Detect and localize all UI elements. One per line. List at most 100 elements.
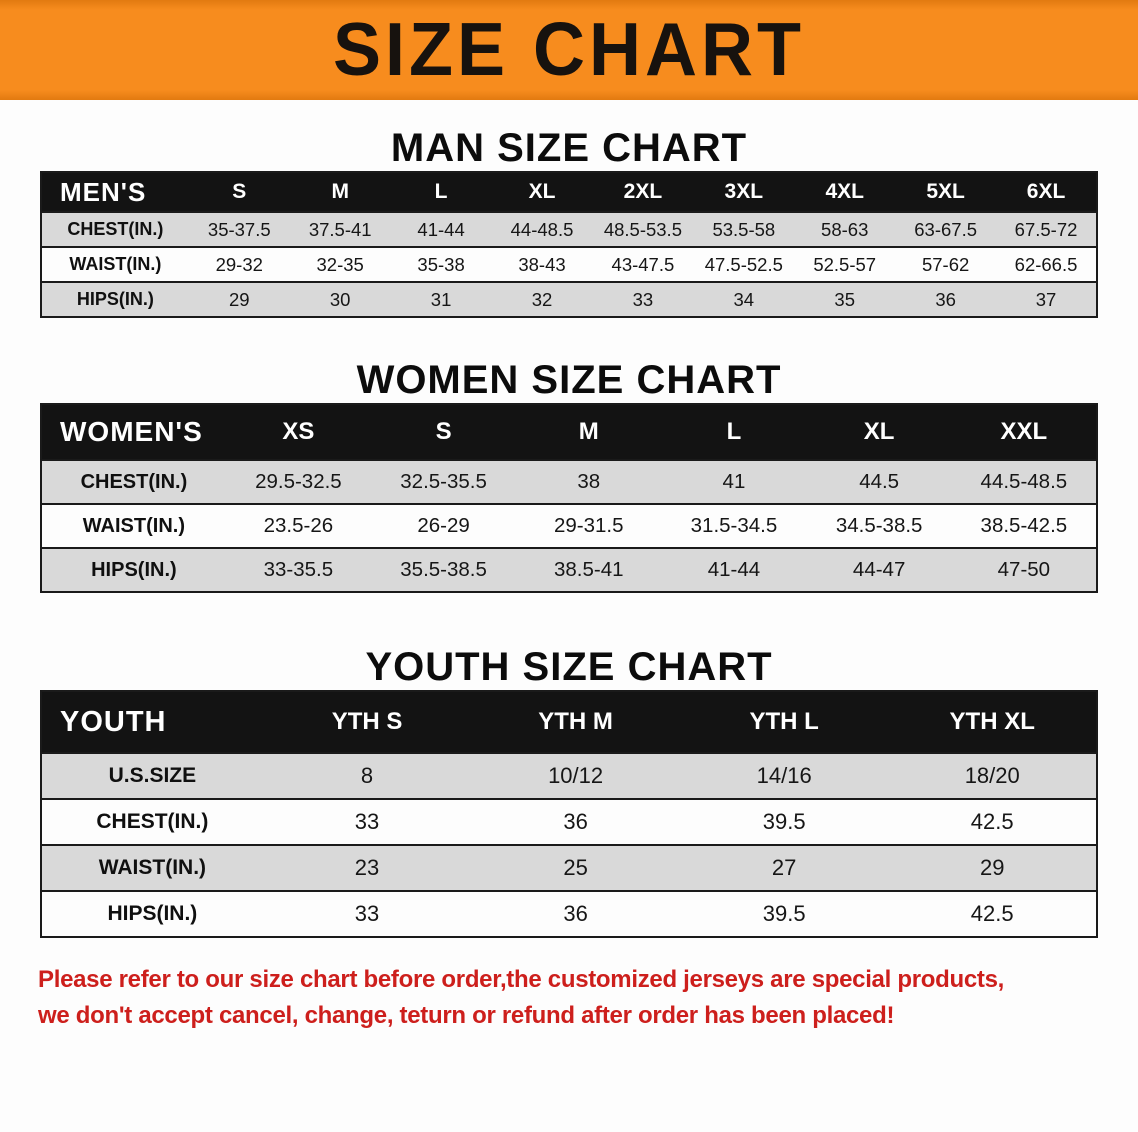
- column-header: 3XL: [693, 172, 795, 212]
- table-cell: 38.5-41: [554, 558, 624, 581]
- column-header: YTH XL: [888, 691, 1097, 753]
- table-cell: 36: [935, 288, 956, 310]
- men-size-table: MEN'S S M L XL 2XL 3XL 4XL 5XL 6XL CHEST(IN.) 35-3…: [40, 171, 1098, 318]
- table-row: WAIST(IN.) 29-32 32-35 35-38 38-43 43-47.5 47.…: [41, 247, 1097, 282]
- table-cell: 36: [563, 809, 588, 834]
- column-header: L: [661, 404, 807, 460]
- women-size-section: WOMEN SIZE CHART WOMEN'S XS S M L XL XXL CHEST…: [0, 358, 1138, 593]
- table-cell: 38.5-42.5: [980, 514, 1068, 537]
- table-cell: 44-48.5: [510, 218, 574, 240]
- table-cell: 32-35: [316, 253, 364, 275]
- table-cell: 35: [834, 288, 855, 310]
- table-cell: 27: [771, 855, 797, 880]
- table-cell: 25: [563, 855, 588, 880]
- table-cell: 29-32: [215, 253, 263, 275]
- table-cell: 42.5: [970, 901, 1014, 926]
- column-header: XL: [491, 172, 593, 212]
- table-cell: 37: [1035, 288, 1057, 310]
- row-label: WAIST(IN.): [82, 514, 185, 537]
- title-banner: SIZE CHART: [0, 0, 1138, 100]
- row-label: CHEST(IN.): [80, 470, 188, 493]
- table-cell: 62-66.5: [1014, 253, 1078, 275]
- table-title-cell: YOUTH: [41, 691, 263, 753]
- row-label: HIPS(IN.): [107, 902, 198, 925]
- column-header: S: [370, 404, 517, 460]
- table-cell: 23: [354, 855, 380, 880]
- table-row: HIPS(IN.) 29 30 31 32 33 34 35 36 37: [41, 282, 1097, 317]
- column-header: YTH S: [262, 691, 472, 753]
- column-header: YTH M: [471, 691, 680, 753]
- table-cell: 33-35.5: [263, 558, 334, 581]
- header-row: YOUTH YTH S YTH M YTH L YTH XL: [41, 691, 1097, 753]
- row-label: HIPS(IN.): [76, 289, 154, 309]
- table-cell: 33: [354, 809, 380, 834]
- table-cell: 32: [531, 288, 553, 310]
- disclaimer-line-1: Please refer to our size chart before or…: [38, 966, 1004, 993]
- men-size-section: MAN SIZE CHART MEN'S S M L XL 2XL 3XL 4XL 5XL 6XL…: [0, 126, 1138, 318]
- row-label: WAIST(IN.): [69, 254, 162, 274]
- youth-size-section: YOUTH SIZE CHART YOUTH YTH S YTH M YTH L YTH…: [0, 645, 1138, 938]
- table-cell: 31: [430, 288, 452, 310]
- table-cell: 30: [329, 288, 351, 310]
- table-cell: 31.5-34.5: [690, 514, 778, 537]
- table-cell: 42.5: [970, 809, 1014, 834]
- column-header: XS: [225, 404, 371, 460]
- table-cell: 29-31.5: [554, 514, 624, 537]
- row-label: U.S.SIZE: [108, 764, 197, 787]
- table-cell: 41: [722, 470, 746, 493]
- women-section-heading: WOMEN SIZE CHART: [356, 358, 782, 402]
- column-header: XL: [806, 404, 952, 460]
- table-cell: 38: [577, 470, 601, 493]
- row-label: CHEST(IN.): [96, 810, 209, 833]
- women-size-table: WOMEN'S XS S M L XL XXL CHEST(IN.) 29.5-32.5 32.…: [40, 403, 1098, 593]
- disclaimer-line-2: we don't accept cancel, change, teturn o…: [38, 1002, 895, 1029]
- column-header: S: [188, 172, 290, 212]
- table-cell: 18/20: [964, 763, 1020, 788]
- column-header: M: [289, 172, 391, 212]
- table-cell: 32.5-35.5: [400, 470, 487, 493]
- table-title-cell: MEN'S: [41, 172, 189, 212]
- table-row: WAIST(IN.) 23 25 27 29: [41, 845, 1097, 891]
- table-cell: 34.5-38.5: [835, 514, 923, 537]
- column-header: M: [516, 404, 662, 460]
- table-cell: 36: [563, 901, 588, 926]
- table-row: WAIST(IN.) 23.5-26 26-29 29-31.5 31.5-34.5 34…: [41, 504, 1097, 548]
- men-section-heading: MAN SIZE CHART: [390, 126, 748, 170]
- table-cell: 44-47: [852, 558, 906, 581]
- table-cell: 29: [228, 288, 250, 310]
- table-cell: 39.5: [762, 809, 806, 834]
- table-row: CHEST(IN.) 35-37.5 37.5-41 41-44 44-48.5 48.5…: [41, 212, 1097, 247]
- table-cell: 52.5-57: [813, 253, 877, 275]
- table-cell: 47.5-52.5: [704, 253, 783, 275]
- table-cell: 10/12: [548, 763, 604, 788]
- header-row: MEN'S S M L XL 2XL 3XL 4XL 5XL 6XL: [41, 172, 1097, 212]
- row-label: WAIST(IN.): [98, 856, 207, 879]
- table-cell: 41-44: [707, 558, 761, 581]
- table-row: CHEST(IN.) 33 36 39.5 42.5: [41, 799, 1097, 845]
- column-header: 2XL: [592, 172, 694, 212]
- row-label: CHEST(IN.): [67, 219, 164, 239]
- table-row: HIPS(IN.) 33 36 39.5 42.5: [41, 891, 1097, 937]
- column-header: L: [390, 172, 492, 212]
- table-cell: 35-37.5: [207, 218, 271, 240]
- column-header: 4XL: [794, 172, 896, 212]
- disclaimer: Please refer to our size chart before or…: [38, 962, 1138, 1034]
- table-cell: 29.5-32.5: [255, 470, 342, 493]
- table-cell: 67.5-72: [1014, 218, 1078, 240]
- table-cell: 14/16: [756, 763, 812, 788]
- table-cell: 39.5: [762, 901, 806, 926]
- table-cell: 58-63: [821, 218, 869, 240]
- youth-section-heading: YOUTH SIZE CHART: [365, 645, 773, 689]
- table-cell: 26-29: [417, 514, 470, 537]
- table-cell: 44.5: [859, 470, 900, 493]
- table-cell: 44.5-48.5: [980, 470, 1068, 493]
- column-header: 5XL: [895, 172, 997, 212]
- table-cell: 53.5-58: [712, 218, 776, 240]
- table-cell: 37.5-41: [308, 218, 372, 240]
- table-cell: 35-38: [417, 253, 465, 275]
- table-row: CHEST(IN.) 29.5-32.5 32.5-35.5 38 41 44.5 44.5…: [41, 460, 1097, 504]
- table-cell: 8: [360, 763, 374, 788]
- table-row: HIPS(IN.) 33-35.5 35.5-38.5 38.5-41 41-44 44-…: [41, 548, 1097, 592]
- header-row: WOMEN'S XS S M L XL XXL: [41, 404, 1097, 460]
